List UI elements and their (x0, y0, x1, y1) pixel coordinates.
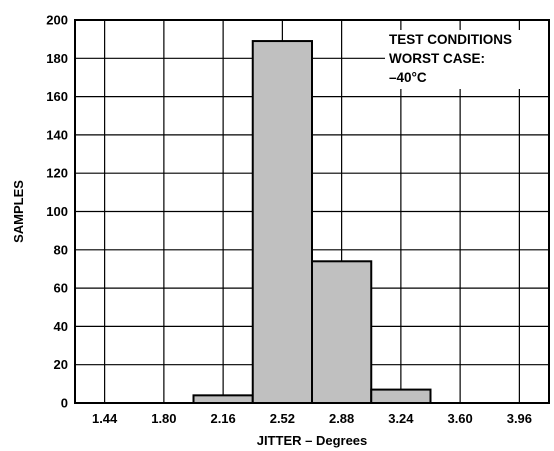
y-tick-labels: 0 20 40 60 80 100 120 140 160 180 200 (46, 13, 68, 411)
y-tick-label: 180 (46, 51, 68, 66)
bars (192, 40, 432, 405)
y-tick-label: 160 (46, 89, 68, 104)
y-tick-label: 40 (54, 319, 68, 334)
annotation-line-2: WORST CASE: (389, 51, 485, 66)
y-tick-label: 0 (61, 396, 68, 411)
bar-2.16 (192, 394, 254, 404)
x-axis-title: JITTER – Degrees (257, 433, 368, 448)
annotation-line-3: –40°C (389, 70, 427, 85)
x-tick-label: 1.80 (151, 411, 176, 426)
bar-2.52 (251, 40, 313, 404)
y-tick-label: 120 (46, 166, 68, 181)
annotation-background (385, 30, 548, 89)
y-tick-label: 100 (46, 204, 68, 219)
y-tick-label: 200 (46, 13, 68, 28)
plot-frame (74, 19, 550, 404)
y-tick-label: 60 (54, 281, 68, 296)
y-tick-label: 80 (54, 242, 68, 257)
x-tick-label: 3.96 (507, 411, 532, 426)
x-tick-labels: 1.44 1.80 2.16 2.52 2.88 3.24 3.60 3.96 (92, 411, 532, 426)
x-tick-label: 3.60 (447, 411, 472, 426)
x-tick-label: 2.88 (329, 411, 354, 426)
annotation-line-1: TEST CONDITIONS (389, 32, 512, 47)
y-tick-label: 140 (46, 127, 68, 142)
bar-2.88 (311, 260, 373, 405)
x-tick-label: 3.24 (388, 411, 414, 426)
x-tick-label: 2.16 (210, 411, 235, 426)
x-tick-label: 1.44 (92, 411, 118, 426)
bar-3.24 (370, 388, 432, 405)
y-axis-title: SAMPLES (11, 180, 26, 243)
y-tick-label: 20 (54, 357, 68, 372)
x-tick-label: 2.52 (270, 411, 295, 426)
